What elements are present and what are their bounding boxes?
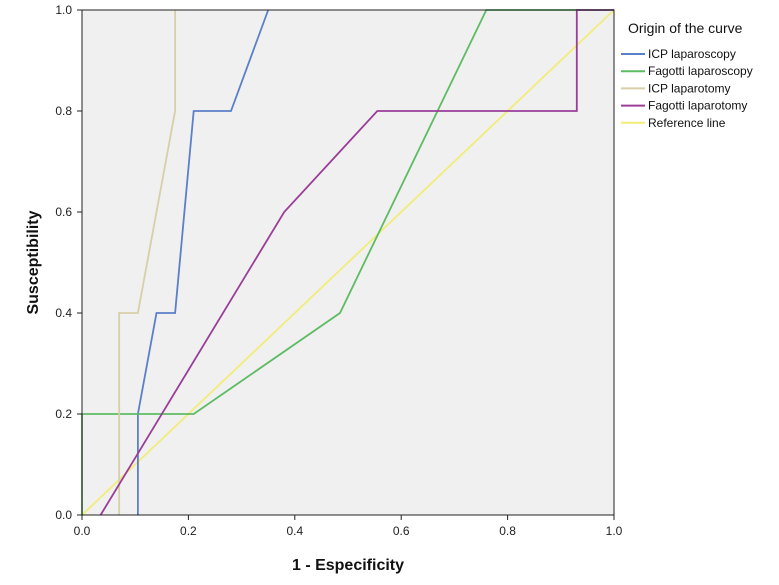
- y-tick-label: 1.0: [55, 3, 72, 17]
- y-tick-label: 0.6: [55, 205, 72, 219]
- y-tick-label: 0.8: [55, 104, 72, 118]
- legend-label: ICP laparoscopy: [648, 47, 736, 61]
- legend-title: Origin of the curve: [628, 20, 743, 36]
- series-line-5: [81, 9, 615, 516]
- x-axis-title: 1 - Especificity: [292, 557, 404, 574]
- x-tick-label: 0.0: [74, 524, 91, 538]
- series-line-3: [118, 10, 177, 515]
- axes-layer: 0.0 0.2 0.4 0.6 0.8 1.0 0.0 0.2 0.4 0.6 0.8 1.0: [55, 3, 622, 538]
- y-axis-title: Susceptibility: [25, 210, 42, 314]
- legend-label: Reference line: [648, 116, 726, 130]
- y-tick-label: 0.4: [55, 306, 72, 320]
- legend-label: Fagotti laparoscopy: [648, 64, 753, 78]
- plot-frame: [81, 9, 615, 516]
- x-tick-label: 0.4: [286, 524, 303, 538]
- legend-label: ICP laparotomy: [648, 81, 730, 95]
- x-tick-label: 1.0: [606, 524, 623, 538]
- x-tick-label: 0.8: [499, 524, 516, 538]
- legend: Origin of the curve ICP laparoscopy Fagot…: [621, 20, 753, 130]
- x-tick-label: 0.2: [180, 524, 197, 538]
- legend-label: Fagotti laparotomy: [648, 99, 747, 113]
- y-tick-label: 0.2: [55, 407, 72, 421]
- x-tick-label: 0.6: [393, 524, 410, 538]
- y-tick-label: 0.0: [55, 508, 72, 522]
